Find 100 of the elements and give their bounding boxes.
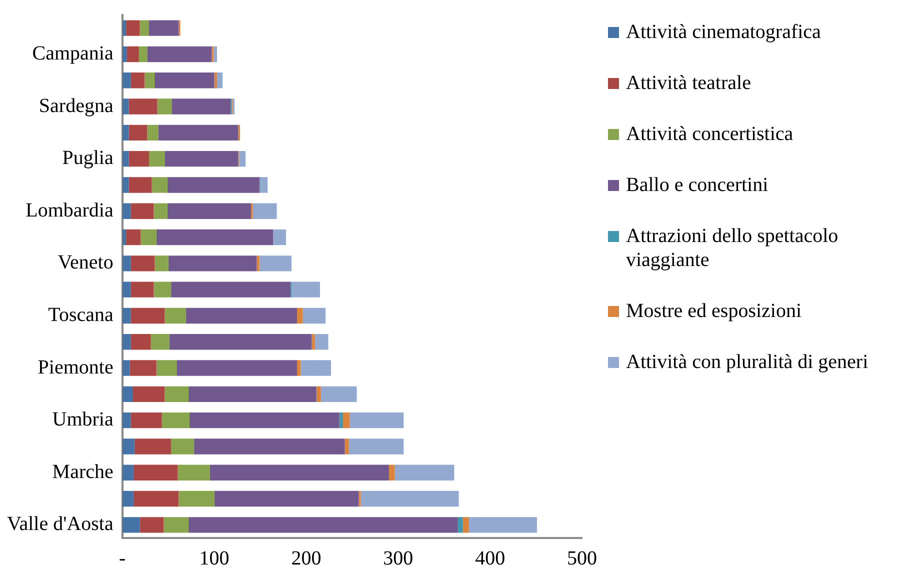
legend-label: Attività con pluralità di generi	[626, 350, 868, 374]
bar	[133, 490, 178, 507]
bar	[273, 229, 286, 246]
bar	[128, 177, 152, 193]
bar	[360, 490, 459, 507]
bar	[312, 334, 314, 350]
bar	[217, 72, 223, 88]
bar	[122, 46, 127, 62]
bar	[130, 412, 162, 428]
bar	[122, 72, 131, 88]
legend-label: Ballo e concertini	[626, 173, 768, 197]
y-tick-label: Lombardia	[26, 199, 114, 222]
legend-label: Attrazioni dello spettacolo viaggiante	[626, 224, 840, 272]
bar	[320, 386, 357, 402]
bar	[140, 517, 164, 533]
bar	[164, 386, 189, 402]
bar	[122, 256, 131, 272]
bar	[186, 308, 298, 324]
bar	[122, 386, 132, 402]
bar	[344, 438, 348, 454]
bar	[130, 360, 156, 376]
bar	[339, 412, 343, 428]
bar	[134, 438, 172, 454]
bar	[122, 98, 129, 114]
bar	[122, 150, 129, 167]
bar	[314, 334, 328, 350]
bar	[176, 360, 298, 376]
bar	[349, 412, 404, 428]
y-tick-label: Veneto	[58, 252, 114, 274]
bar	[164, 517, 189, 533]
x-tick-label: 400	[475, 547, 506, 570]
bar	[128, 98, 158, 114]
bar	[154, 282, 172, 298]
bar	[189, 412, 340, 428]
y-tick-label: Marche	[52, 460, 114, 483]
bar	[172, 98, 231, 114]
bar	[171, 438, 194, 454]
bar	[126, 229, 141, 246]
bar	[138, 46, 148, 62]
bar	[122, 20, 126, 36]
bar	[154, 256, 168, 272]
bar	[157, 98, 172, 114]
bar	[214, 72, 218, 88]
y-tick-label: Umbria	[52, 408, 114, 431]
bar	[297, 308, 303, 324]
bar	[132, 386, 165, 402]
bar	[133, 464, 178, 480]
bar	[144, 72, 155, 88]
bar	[126, 46, 139, 62]
legend-label: Mostre ed esposizioni	[626, 299, 802, 323]
bar	[130, 308, 165, 324]
bar	[458, 517, 462, 533]
bar	[126, 20, 140, 36]
bar	[149, 150, 165, 167]
bar	[122, 177, 129, 193]
bar	[156, 229, 274, 246]
legend-label: Attività concertistica	[626, 122, 794, 146]
bar	[122, 203, 131, 219]
bar	[147, 124, 158, 141]
bar	[171, 282, 291, 298]
bar	[158, 124, 238, 141]
bar	[152, 177, 168, 193]
bar	[468, 517, 537, 533]
y-tick-label: Sardegna	[38, 94, 114, 117]
bar	[169, 334, 312, 350]
bar	[140, 229, 156, 246]
x-tick-label: 300	[383, 547, 414, 570]
bar	[122, 490, 134, 507]
bar	[122, 438, 134, 454]
bar	[256, 256, 260, 272]
bar	[168, 256, 257, 272]
bar	[214, 490, 359, 507]
bar	[210, 464, 389, 480]
bar	[128, 124, 148, 141]
bar	[122, 124, 129, 141]
bar	[130, 256, 155, 272]
bar	[348, 438, 404, 454]
bar	[292, 282, 320, 298]
bar	[154, 203, 168, 219]
legend-label: Attività cinematografica	[626, 20, 821, 44]
bar	[164, 308, 186, 324]
bar	[188, 517, 458, 533]
bar	[188, 386, 316, 402]
bar	[130, 203, 154, 219]
y-tick-label: Toscana	[48, 304, 114, 326]
bar	[297, 360, 301, 376]
bar	[300, 360, 332, 376]
bar	[154, 72, 214, 88]
bar	[122, 412, 131, 428]
bar	[239, 150, 246, 167]
x-tick-label: 100	[199, 547, 230, 570]
bar	[342, 412, 350, 428]
x-tick-label: 500	[567, 547, 597, 570]
bar	[388, 464, 394, 480]
x-tick-label: -	[119, 547, 126, 570]
bar	[130, 334, 151, 350]
y-tick-label: Valle d'Aosta	[7, 513, 114, 536]
bar	[130, 72, 144, 88]
bar	[178, 490, 214, 507]
bar	[167, 177, 260, 193]
